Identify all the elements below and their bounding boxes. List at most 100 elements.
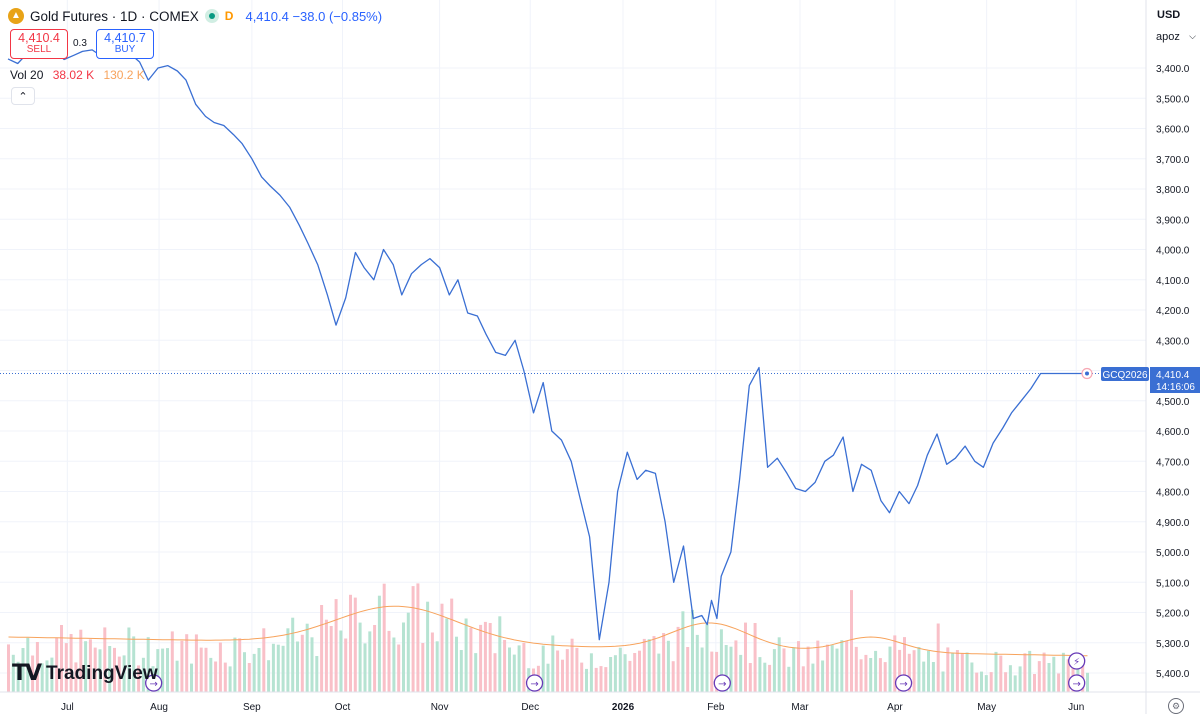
volume-bar <box>782 648 786 692</box>
buy-button[interactable]: 4,410.7 BUY <box>96 29 154 59</box>
volume-bar <box>984 675 988 692</box>
time-tick-label: 2026 <box>612 702 635 713</box>
volume-bar <box>310 637 314 692</box>
volume-bar <box>156 649 160 692</box>
price-tick-label: 5,300.0 <box>1156 639 1190 650</box>
volume-bar <box>291 617 295 692</box>
price-badge <box>1150 367 1200 393</box>
volume-bar <box>324 619 328 692</box>
volume-bar <box>801 666 805 692</box>
volume-bar <box>315 656 319 692</box>
volume-bar <box>450 598 454 692</box>
volume-bar <box>271 643 275 692</box>
volume-bar <box>108 646 112 692</box>
volume-bar <box>296 641 299 692</box>
volume-bar <box>377 595 381 692</box>
price-tick-label: 5,100.0 <box>1156 578 1190 589</box>
volume-bar <box>1052 656 1056 692</box>
volume-bar <box>214 661 218 692</box>
volume-bar <box>204 647 208 692</box>
price-tick-label: 4,900.0 <box>1156 518 1190 529</box>
market-open-dot-icon[interactable] <box>204 9 219 23</box>
volume-bar <box>739 654 743 692</box>
volume-bar <box>166 648 169 692</box>
gear-icon[interactable]: ⚙ <box>1168 698 1184 714</box>
volume-bar <box>912 650 916 692</box>
tradingview-logo[interactable]: TV TradingView <box>12 663 158 685</box>
volume-bar <box>402 622 405 692</box>
volume-bar <box>464 618 468 692</box>
volume-bar <box>334 599 338 692</box>
volume-bar <box>430 632 434 692</box>
volume-bar <box>194 634 198 692</box>
volume-bar <box>474 653 478 692</box>
volume-bar <box>753 623 757 692</box>
volume-bar <box>999 655 1003 692</box>
volume-bar <box>508 647 511 692</box>
volume-bar <box>392 637 396 692</box>
currency-label[interactable]: USD <box>1157 9 1181 21</box>
volume-bar <box>98 649 102 692</box>
volume-bar <box>975 672 979 692</box>
volume-bar <box>898 649 902 692</box>
volume-bar <box>435 641 439 692</box>
volume-legend[interactable]: Vol 20 38.02 K 130.2 K <box>10 68 145 82</box>
volume-bar <box>373 625 377 692</box>
delay-flag[interactable]: D <box>224 9 234 23</box>
volume-bar <box>633 653 637 692</box>
symbol-title[interactable]: Gold Futures · 1D · COMEX <box>30 8 199 24</box>
volume-bar <box>787 666 791 692</box>
volume-bar <box>980 671 983 692</box>
volume-bar <box>763 662 767 692</box>
volume-bar <box>117 656 121 692</box>
volume-bar <box>686 647 690 692</box>
volume-bar <box>243 652 246 692</box>
volume-bar <box>113 647 116 692</box>
volume-bar <box>329 626 333 692</box>
volume-bar <box>840 640 844 692</box>
volume-ma-line <box>8 605 1088 657</box>
price-change-line: 4,410.4 −38.0 (−0.85%) <box>245 8 383 24</box>
volume-bar <box>339 630 343 692</box>
volume-bar <box>748 663 752 692</box>
volume-bar <box>161 648 165 692</box>
arrow-right-circle-icon-glyph: → <box>899 679 907 690</box>
volume-bar <box>710 651 714 692</box>
volume-bar <box>344 638 348 692</box>
volume-bar <box>903 637 906 692</box>
time-tick-label: Jul <box>61 702 74 713</box>
volume-bar <box>604 667 608 692</box>
time-tick-label: Feb <box>707 702 725 713</box>
volume-bar <box>445 618 449 692</box>
volume-bar <box>565 649 569 692</box>
volume-bar <box>103 627 107 692</box>
volume-bar <box>777 637 781 692</box>
collapse-legend-button[interactable]: ⌃ <box>11 87 35 105</box>
price-tick-label: 5,400.0 <box>1156 669 1190 680</box>
volume-bar <box>758 657 762 692</box>
sell-button[interactable]: 4,410.4 SELL <box>10 29 68 59</box>
event-markers: → → → → → ⚡ <box>145 652 1086 692</box>
lightning-circle-icon <box>1068 652 1086 670</box>
volume-bar <box>35 642 39 692</box>
volume-bar <box>305 623 309 692</box>
unit-selector[interactable]: apoz ⌵ <box>1156 31 1200 43</box>
volume-bar <box>700 647 704 692</box>
volume-bar <box>960 653 964 692</box>
arrow-right-circle-icon <box>713 674 731 692</box>
volume-bar <box>580 662 584 692</box>
volume-bar <box>512 654 516 692</box>
volume-bar <box>1028 650 1032 692</box>
price-tick-label: 3,500.0 <box>1156 94 1190 105</box>
volume-bar <box>223 662 227 692</box>
volume-bar <box>469 627 473 692</box>
time-tick-label: Nov <box>431 702 449 713</box>
chart-grid <box>0 0 1146 692</box>
volume-bar <box>816 640 820 692</box>
volume-bar <box>657 653 661 692</box>
volume-bar <box>666 640 670 692</box>
sell-label: SELL <box>26 44 52 56</box>
volume-bar <box>541 645 545 692</box>
volume-bar <box>488 623 492 692</box>
